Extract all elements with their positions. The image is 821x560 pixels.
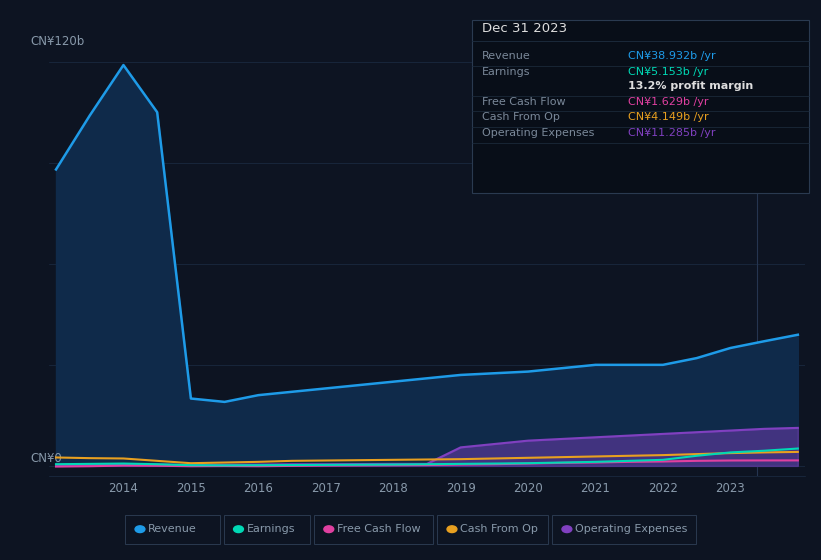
Text: CN¥1.629b /yr: CN¥1.629b /yr xyxy=(628,97,709,107)
Text: CN¥120b: CN¥120b xyxy=(30,35,85,48)
Text: Operating Expenses: Operating Expenses xyxy=(576,524,687,534)
Text: Earnings: Earnings xyxy=(482,67,530,77)
Text: 13.2% profit margin: 13.2% profit margin xyxy=(628,81,754,91)
Text: CN¥5.153b /yr: CN¥5.153b /yr xyxy=(628,67,709,77)
Text: Cash From Op: Cash From Op xyxy=(482,113,560,123)
Text: Earnings: Earnings xyxy=(246,524,296,534)
Text: Cash From Op: Cash From Op xyxy=(460,524,538,534)
Text: Operating Expenses: Operating Expenses xyxy=(482,128,594,138)
Text: Free Cash Flow: Free Cash Flow xyxy=(482,97,566,107)
Text: CN¥0: CN¥0 xyxy=(30,452,62,465)
Text: Free Cash Flow: Free Cash Flow xyxy=(337,524,420,534)
Text: Dec 31 2023: Dec 31 2023 xyxy=(482,22,567,35)
Text: CN¥4.149b /yr: CN¥4.149b /yr xyxy=(628,113,709,123)
Text: Revenue: Revenue xyxy=(482,52,530,62)
Text: Revenue: Revenue xyxy=(148,524,197,534)
Text: CN¥38.932b /yr: CN¥38.932b /yr xyxy=(628,52,716,62)
Text: CN¥11.285b /yr: CN¥11.285b /yr xyxy=(628,128,716,138)
